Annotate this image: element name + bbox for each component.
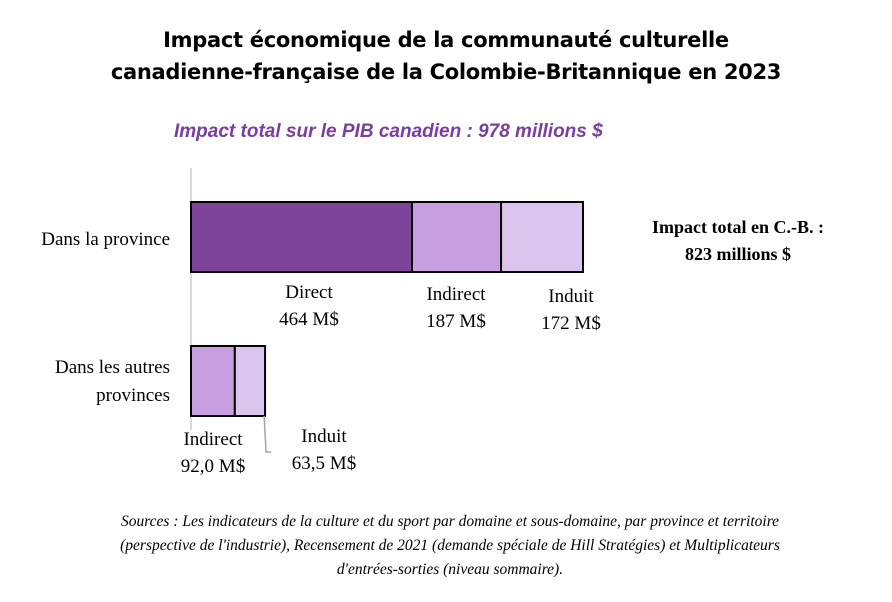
bc-total-value: 823 millions $ [684,244,791,264]
sources-line-1: Sources : Les indicateurs de la culture … [120,513,780,530]
bar-induit-autres-provinces [233,345,267,417]
data-label-induit-1: 63,5 M$ [292,453,356,474]
data-label-direct-0: 464 M$ [279,309,339,330]
bc-total-label: Impact total en C.-B. : [652,217,824,237]
data-label-indirect-0: 187 M$ [426,311,486,332]
chart-title-line-2: canadienne-française de la Colombie-Brit… [110,60,782,84]
series-label-indirect-1: Indirect [183,429,243,450]
chart-subtitle: Impact total sur le PIB canadien : 978 m… [174,121,603,142]
sources-line-2: (perspective de l'industrie), Recensemen… [120,537,780,554]
series-label-induit-1: Induit [301,426,347,447]
category-label-0-line-0: Dans la province [41,229,170,250]
sources-note: Sources : Les indicateurs de la culture … [30,510,870,582]
series-label-induit-0: Induit [548,286,594,307]
bar-indirect-autres-provinces [190,345,236,417]
category-label-1-line-1: provinces [96,385,170,406]
data-label-indirect-1: 92,0 M$ [181,456,245,477]
data-label-induit-0: 172 M$ [541,313,601,334]
series-label-direct-0: Direct [285,282,333,303]
sources-line-3: d'entrées-sorties (niveau sommaire). [336,561,564,578]
bar-induit-province [500,201,585,273]
series-label-indirect-0: Indirect [426,284,486,305]
bar-direct-province [190,201,414,273]
leader-line-induit [263,415,272,453]
bc-total-annotation: Impact total en C.-B. : 823 millions $ [618,214,858,268]
chart-title-line-1: Impact économique de la communauté cultu… [163,28,729,52]
bar-indirect-province [411,201,503,273]
category-label-1-line-0: Dans les autres [55,357,170,378]
